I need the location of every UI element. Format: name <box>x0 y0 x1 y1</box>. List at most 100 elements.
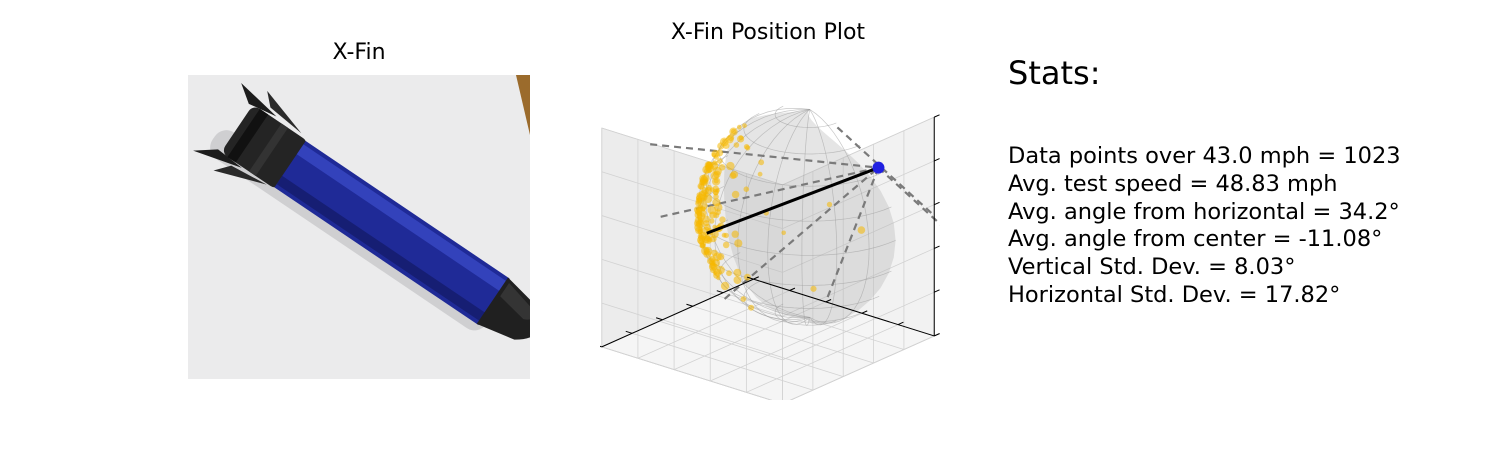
data-point <box>743 186 750 192</box>
photo-title: X-Fin <box>332 40 386 65</box>
data-point <box>726 270 732 277</box>
data-point <box>703 168 710 174</box>
data-point <box>717 158 723 164</box>
gridline <box>782 160 935 229</box>
data-point <box>699 209 707 217</box>
guide-line <box>824 167 880 303</box>
data-point <box>740 296 747 302</box>
gridline <box>692 305 874 364</box>
data-point <box>700 243 706 249</box>
data-point <box>781 230 786 236</box>
stat-horizontal-std: Horizontal Std. Dev. = 17.82° <box>1008 281 1341 308</box>
hemisphere-surface <box>697 105 896 326</box>
data-point <box>701 206 706 212</box>
gridline <box>789 335 935 400</box>
data-point <box>826 201 833 208</box>
data-point <box>726 161 735 171</box>
data-point <box>695 200 701 207</box>
data-point <box>734 239 743 248</box>
gridline <box>710 312 863 382</box>
data-point <box>722 142 730 149</box>
axis-tick <box>934 201 940 206</box>
data-point <box>733 142 740 148</box>
position-plot <box>600 105 940 400</box>
axis-tick <box>746 276 754 280</box>
axis-tick <box>934 158 940 162</box>
guide-line <box>836 126 935 217</box>
data-point <box>694 216 702 224</box>
surface-longitude <box>801 109 811 326</box>
axis-tick <box>861 310 868 314</box>
guide-line <box>723 166 880 300</box>
gridline <box>601 302 783 361</box>
surface-fill <box>723 109 896 325</box>
axis-tick <box>897 321 904 326</box>
data-point <box>721 232 727 238</box>
gridline <box>782 204 935 273</box>
axis-tick <box>934 114 940 118</box>
data-point <box>731 190 740 199</box>
axis-tick <box>934 245 940 249</box>
surface-longitude <box>809 109 870 324</box>
data-point <box>719 216 726 223</box>
data-point <box>716 149 724 157</box>
gridline <box>722 292 905 350</box>
guide-line <box>877 166 940 226</box>
stat-data-points: Data points over 43.0 mph = 1023 <box>1008 143 1401 169</box>
data-point <box>710 263 718 271</box>
gridline <box>782 291 935 361</box>
stats-heading: Stats: <box>1008 54 1101 92</box>
data-point <box>709 211 717 219</box>
data-point <box>810 285 817 292</box>
wood-corner <box>516 75 530 135</box>
stat-angle-center: Avg. angle from center = -11.08° <box>1008 226 1383 253</box>
data-point <box>713 193 719 200</box>
gridline <box>601 171 783 230</box>
data-point <box>718 164 726 171</box>
data-point <box>713 190 719 196</box>
guide-lines <box>650 126 940 303</box>
stat-vertical-std: Vertical Std. Dev. = 8.03° <box>1008 254 1296 281</box>
data-point <box>703 223 711 231</box>
data-point <box>701 246 710 256</box>
data-point <box>758 159 765 166</box>
axis-tick <box>934 289 940 293</box>
data-point <box>709 218 715 224</box>
axis-tick <box>934 333 940 337</box>
mean-direction <box>706 161 885 235</box>
data-point <box>716 265 725 275</box>
data-point <box>695 226 703 235</box>
data-point <box>730 128 737 135</box>
axis-tick <box>825 299 832 303</box>
data-point <box>717 142 725 150</box>
data-point <box>757 171 763 177</box>
data-point <box>742 123 747 128</box>
data-point <box>748 304 755 311</box>
surface-longitude <box>809 109 838 326</box>
guide-line <box>650 143 879 169</box>
gridline <box>673 301 826 370</box>
stat-avg-speed: Avg. test speed = 48.83 mph <box>1008 170 1338 197</box>
gridline <box>601 346 773 400</box>
data-point <box>731 230 739 238</box>
axis-tick <box>600 345 602 348</box>
data-point <box>712 160 718 166</box>
axis-tick <box>789 287 796 291</box>
gridline <box>782 116 935 186</box>
data-point <box>712 252 722 262</box>
axis-tick <box>753 276 759 280</box>
axis-tick <box>625 330 633 334</box>
data-point <box>699 231 707 240</box>
data-point <box>733 268 742 277</box>
data-point <box>745 145 751 151</box>
surface-longitude <box>767 109 810 325</box>
axis-edge <box>601 278 754 348</box>
data-point <box>720 281 730 291</box>
gridline <box>782 248 935 317</box>
gridline <box>637 290 790 359</box>
data-point <box>736 124 742 130</box>
data-point <box>699 178 708 186</box>
data-point <box>703 194 713 204</box>
gridline <box>662 319 844 377</box>
data-point <box>714 203 723 212</box>
